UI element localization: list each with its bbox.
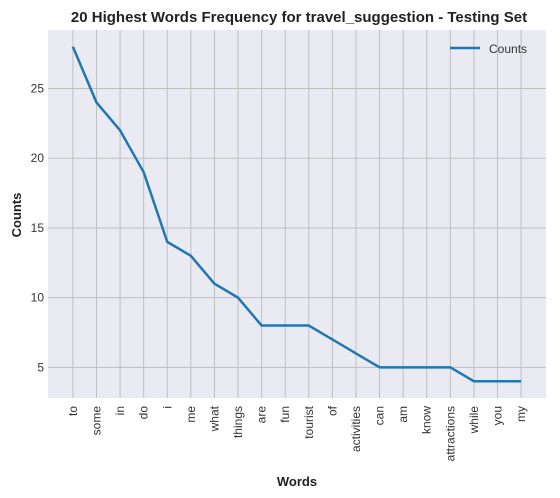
x-tick-label: know: [420, 406, 434, 434]
x-tick-label: me: [184, 406, 198, 423]
x-tick-label: fun: [278, 406, 292, 423]
x-tick-label: what: [207, 405, 221, 432]
y-tick-label: 25: [31, 82, 45, 96]
series-line-counts: [71, 46, 522, 383]
x-tick-label: tourist: [302, 405, 316, 438]
x-tick-label: my: [514, 406, 528, 422]
y-tick-label: 20: [31, 151, 45, 165]
x-tick-label: am: [396, 406, 410, 423]
series-layer: [71, 46, 522, 383]
y-tick-label: 5: [37, 360, 44, 374]
x-tick-label: attractions: [443, 406, 457, 461]
grid-lines: [48, 30, 546, 398]
legend-label: Counts: [489, 42, 527, 56]
x-tick-label: some: [89, 406, 103, 436]
x-tick-label: activities: [349, 406, 363, 452]
y-axis-ticks: 5 10 15 20 25: [31, 82, 45, 375]
x-tick-label: to: [66, 406, 80, 416]
x-tick-label: do: [137, 406, 151, 420]
y-tick-label: 10: [31, 291, 45, 305]
x-tick-label: while: [467, 406, 481, 435]
x-axis-ticks: to some in do i me what things are fun tourist of ac…: [66, 405, 528, 461]
chart-title: 20 Highest Words Frequency for travel_su…: [71, 9, 527, 26]
legend: Counts: [450, 42, 527, 56]
x-tick-label: are: [255, 406, 269, 424]
x-tick-label: i: [160, 406, 174, 409]
y-axis-label: Counts: [9, 193, 24, 238]
x-tick-label: can: [373, 406, 387, 425]
x-tick-label: things: [231, 406, 245, 438]
x-tick-label: you: [491, 406, 505, 425]
x-tick-label: in: [113, 406, 127, 415]
x-tick-label: of: [325, 405, 339, 416]
plot-area: [48, 30, 546, 398]
y-tick-label: 15: [31, 221, 45, 235]
x-axis-label: Words: [277, 474, 317, 489]
